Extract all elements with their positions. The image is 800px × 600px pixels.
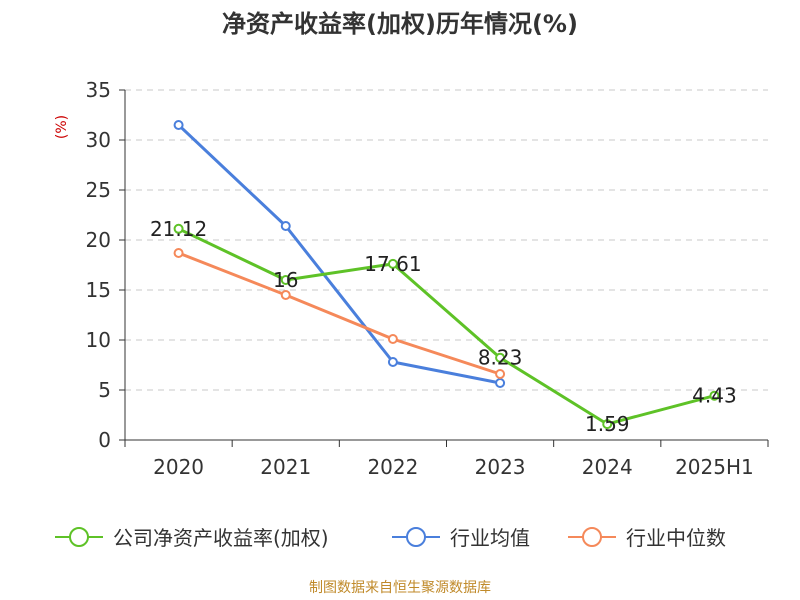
data-point <box>387 258 398 269</box>
data-point <box>602 419 613 430</box>
legend-label: 行业均值 <box>450 526 530 550</box>
data-point <box>387 334 398 344</box>
legend[interactable]: 公司净资产收益率(加权) 行业均值 行业中位数 <box>55 526 726 550</box>
source-note: 制图数据来自恒生聚源数据库 <box>309 580 491 596</box>
data-point <box>495 352 506 363</box>
legend-item[interactable]: 公司净资产收益率(加权) <box>55 526 329 550</box>
data-label: 1.59 <box>585 412 630 436</box>
data-point <box>495 378 506 388</box>
y-tick-label: 10 <box>86 328 111 352</box>
data-label: 4.43 <box>692 384 737 408</box>
data-point <box>280 221 291 231</box>
y-tick-label: 0 <box>98 428 111 452</box>
x-tick-label: 2021 <box>260 455 311 479</box>
x-tick-label: 2020 <box>153 455 204 479</box>
data-point <box>495 369 506 379</box>
series-lines <box>173 120 720 430</box>
y-tick-label: 20 <box>86 228 111 252</box>
data-label: 16 <box>273 268 298 292</box>
chart-title: 净资产收益率(加权)历年情况(%) <box>222 10 578 38</box>
data-point <box>173 248 184 258</box>
y-axis-unit-label: (%) <box>54 115 70 139</box>
data-label: 8.23 <box>478 346 523 370</box>
legend-marker <box>69 527 89 547</box>
data-point <box>280 275 291 285</box>
y-tick-label: 15 <box>86 278 111 302</box>
x-tick-label: 2025H1 <box>675 455 754 479</box>
y-tick-label: 5 <box>98 378 111 402</box>
data-point <box>709 390 720 401</box>
legend-item[interactable]: 行业中位数 <box>568 526 726 550</box>
legend-item[interactable]: 行业均值 <box>392 526 530 550</box>
legend-label: 行业中位数 <box>626 526 726 550</box>
legend-marker <box>582 527 602 547</box>
y-tick-label: 25 <box>86 178 111 202</box>
gridlines <box>125 89 768 391</box>
data-point <box>173 120 184 130</box>
data-point <box>173 223 184 234</box>
data-labels: 21.12 16 17.61 8.23 1.59 4.43 <box>150 217 737 436</box>
x-tick-label: 2023 <box>475 455 526 479</box>
series-line-2 <box>178 251 501 376</box>
data-point <box>280 290 291 300</box>
axes: 0 5 10 15 20 25 30 35 2020 2021 2022 2023 2024 2025H1 <box>86 78 769 479</box>
data-label: 21.12 <box>150 217 207 241</box>
x-tick-label: 2022 <box>367 455 418 479</box>
data-label: 17.61 <box>364 252 421 276</box>
y-tick-label: 35 <box>86 78 111 102</box>
legend-marker <box>406 527 426 547</box>
data-point <box>387 357 398 367</box>
x-tick-label: 2024 <box>582 455 633 479</box>
legend-label: 公司净资产收益率(加权) <box>113 526 329 550</box>
series-line-0 <box>177 227 715 426</box>
series-line-1 <box>177 123 501 385</box>
y-tick-label: 30 <box>86 128 111 152</box>
